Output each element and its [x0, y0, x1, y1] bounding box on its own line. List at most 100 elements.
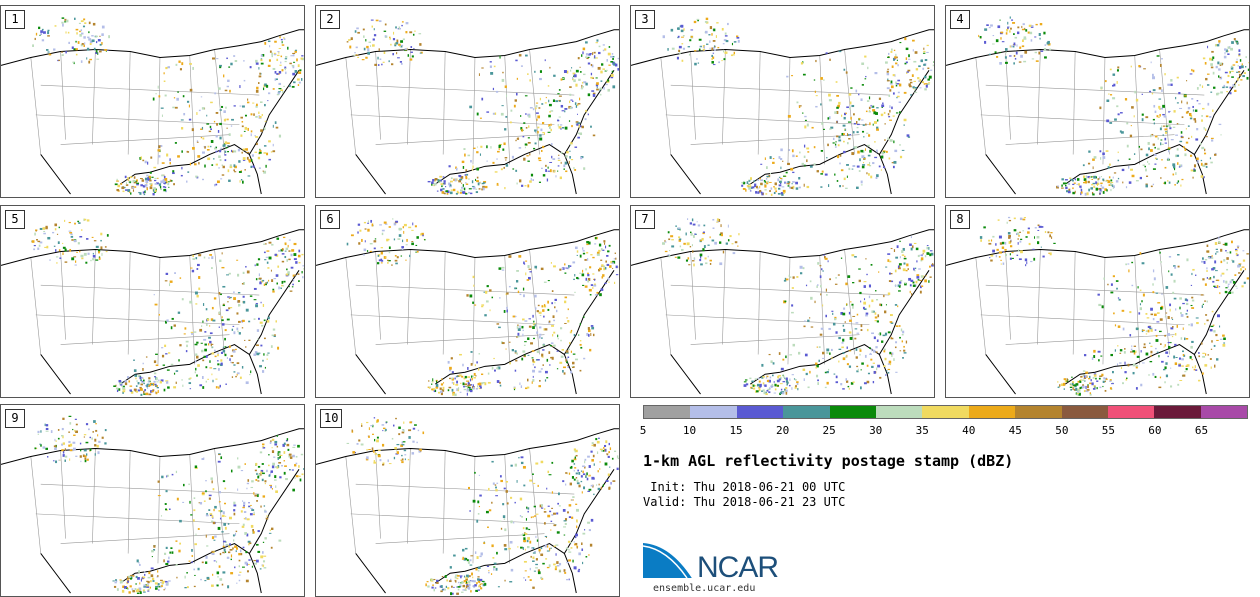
reflectivity-echo — [380, 258, 383, 261]
reflectivity-echo — [294, 49, 298, 51]
reflectivity-echo — [292, 72, 296, 76]
reflectivity-echo — [821, 170, 824, 173]
reflectivity-echo — [95, 245, 99, 248]
reflectivity-echo — [405, 244, 408, 246]
reflectivity-echo — [1124, 348, 1126, 350]
reflectivity-echo — [732, 54, 735, 56]
reflectivity-echo — [780, 148, 783, 152]
reflectivity-echo — [434, 177, 438, 181]
reflectivity-echo — [768, 387, 771, 390]
reflectivity-echo — [255, 89, 259, 93]
reflectivity-echo — [68, 41, 70, 45]
reflectivity-echo — [55, 249, 57, 252]
reflectivity-echo — [798, 186, 801, 189]
reflectivity-echo — [1211, 310, 1214, 313]
reflectivity-echo — [702, 232, 705, 235]
reflectivity-echo — [117, 184, 121, 188]
reflectivity-echo — [1112, 84, 1114, 87]
reflectivity-echo — [495, 90, 499, 93]
reflectivity-echo — [877, 314, 880, 318]
reflectivity-echo — [1006, 28, 1009, 30]
reflectivity-echo — [412, 222, 414, 226]
reflectivity-echo — [815, 95, 818, 97]
reflectivity-echo — [1203, 152, 1207, 155]
reflectivity-echo — [1214, 364, 1216, 368]
reflectivity-echo — [389, 37, 391, 40]
reflectivity-echo — [206, 323, 208, 326]
panel-label: 7 — [635, 210, 655, 229]
reflectivity-echo — [138, 562, 140, 564]
reflectivity-echo — [1018, 258, 1022, 261]
reflectivity-echo — [136, 380, 138, 383]
reflectivity-echo — [863, 301, 867, 305]
reflectivity-echo — [223, 548, 226, 552]
reflectivity-echo — [751, 380, 754, 383]
reflectivity-echo — [866, 380, 870, 384]
reflectivity-echo — [561, 349, 564, 351]
reflectivity-echo — [826, 351, 829, 354]
reflectivity-echo — [1205, 128, 1207, 131]
reflectivity-echo — [255, 479, 258, 481]
reflectivity-echo — [219, 149, 222, 153]
reflectivity-echo — [160, 585, 164, 587]
reflectivity-echo — [442, 176, 445, 178]
reflectivity-echo — [498, 267, 502, 270]
reflectivity-echo — [909, 79, 913, 81]
reflectivity-echo — [254, 494, 258, 497]
reflectivity-echo — [168, 283, 171, 287]
reflectivity-echo — [899, 240, 901, 243]
reflectivity-echo — [549, 344, 552, 347]
reflectivity-echo — [1037, 224, 1040, 226]
reflectivity-echo — [845, 112, 847, 114]
panel-label: 6 — [320, 210, 340, 229]
reflectivity-echo — [391, 63, 394, 66]
reflectivity-echo — [1013, 217, 1016, 220]
reflectivity-echo — [879, 332, 882, 336]
reflectivity-echo — [549, 169, 552, 173]
reflectivity-echo — [144, 189, 146, 192]
reflectivity-echo — [259, 365, 262, 368]
reflectivity-echo — [1034, 236, 1036, 239]
reflectivity-echo — [241, 366, 244, 369]
reflectivity-echo — [600, 248, 603, 251]
reflectivity-echo — [1158, 330, 1162, 333]
reflectivity-echo — [46, 245, 49, 249]
reflectivity-echo — [1100, 86, 1103, 89]
reflectivity-echo — [211, 164, 214, 166]
reflectivity-echo — [892, 115, 895, 117]
reflectivity-echo — [564, 126, 568, 130]
reflectivity-echo — [53, 48, 56, 51]
state-boundary — [407, 448, 411, 544]
reflectivity-echo — [158, 155, 161, 158]
reflectivity-echo — [1174, 332, 1177, 336]
reflectivity-echo — [537, 304, 540, 307]
reflectivity-echo — [665, 241, 667, 243]
state-boundary — [60, 533, 230, 544]
state-boundary — [60, 450, 66, 539]
reflectivity-echo — [725, 242, 728, 245]
reflectivity-echo — [539, 326, 542, 329]
state-boundary — [1159, 49, 1170, 155]
reflectivity-echo — [834, 283, 838, 285]
reflectivity-echo — [54, 228, 57, 231]
reflectivity-echo — [741, 182, 744, 184]
reflectivity-echo — [238, 552, 241, 556]
reflectivity-echo — [144, 190, 146, 194]
reflectivity-echo — [1234, 85, 1236, 88]
reflectivity-echo — [200, 137, 203, 139]
reflectivity-echo — [393, 222, 397, 226]
reflectivity-echo — [928, 280, 930, 283]
reflectivity-echo — [64, 448, 66, 451]
reflectivity-echo — [524, 341, 527, 343]
reflectivity-echo — [212, 319, 216, 322]
reflectivity-echo — [400, 40, 404, 43]
reflectivity-echo — [1119, 352, 1122, 354]
reflectivity-echo — [1175, 96, 1177, 100]
reflectivity-echo — [189, 63, 192, 65]
reflectivity-echo — [72, 441, 76, 444]
reflectivity-echo — [101, 42, 103, 45]
reflectivity-echo — [558, 100, 561, 102]
reflectivity-echo — [887, 368, 891, 371]
reflectivity-echo — [522, 350, 526, 353]
reflectivity-echo — [819, 275, 822, 279]
